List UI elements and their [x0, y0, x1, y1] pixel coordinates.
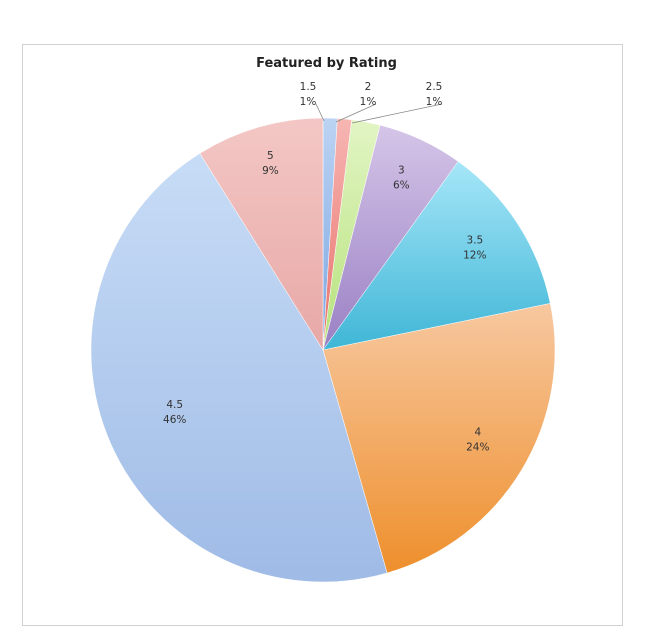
leader-line-2	[335, 103, 377, 123]
slice-percent-label: 6%	[393, 180, 410, 192]
slice-percent-label: 1%	[426, 96, 443, 108]
slice-category-label: 5	[267, 150, 274, 162]
leader-line-2-5	[351, 103, 443, 124]
slice-percent-label: 46%	[163, 414, 186, 426]
slice-percent-label: 1%	[300, 96, 317, 108]
slice-category-label: 4.5	[166, 399, 183, 411]
pie-slice-3-5	[322, 161, 551, 351]
slice-category-label: 3.5	[466, 235, 483, 247]
slice-category-label: 3	[398, 165, 405, 177]
slice-category-label: 2	[365, 81, 372, 93]
slice-percent-label: 1%	[360, 96, 377, 108]
chart-title: Featured by Rating	[256, 56, 397, 71]
pie-slice-4	[322, 303, 556, 574]
slice-category-label: 1.5	[300, 81, 317, 93]
slice-percent-label: 9%	[262, 165, 279, 177]
slice-category-label: 2.5	[426, 81, 443, 93]
slice-percent-label: 24%	[466, 442, 489, 454]
pie-slice-4-5	[90, 153, 388, 583]
slice-percent-label: 12%	[463, 250, 486, 262]
pie-slice-5	[199, 117, 324, 351]
leader-line-1-5	[315, 103, 325, 122]
slice-category-label: 4	[474, 427, 481, 439]
